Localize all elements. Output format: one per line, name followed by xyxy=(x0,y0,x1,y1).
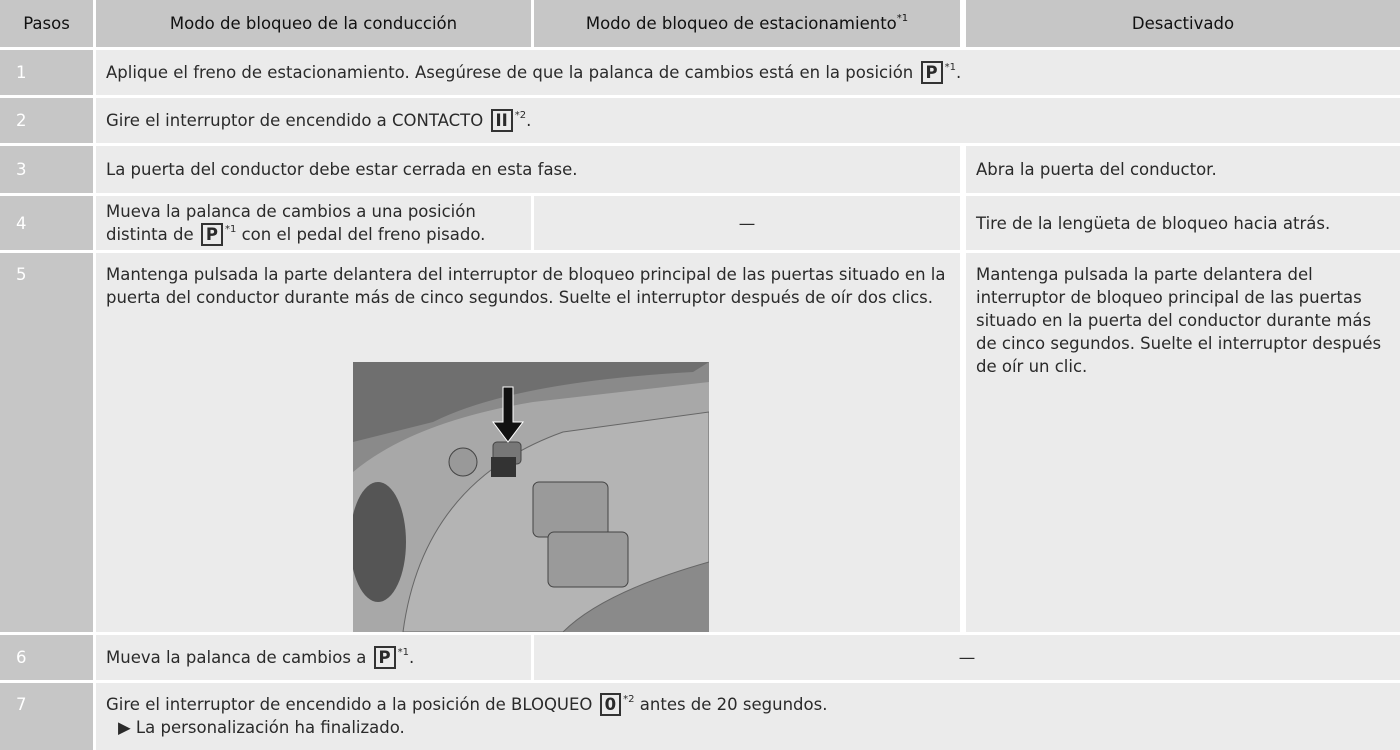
key-symbol: II xyxy=(490,109,513,132)
step-number: 5 xyxy=(0,253,93,632)
step-cell: Mantenga pulsada la parte delantera del … xyxy=(966,253,1400,632)
text: Abra la puerta del conductor. xyxy=(976,160,1217,179)
step-number: 6 xyxy=(0,635,93,680)
key-symbol: 0 xyxy=(599,693,622,716)
footnote-ref: *1 xyxy=(944,62,956,73)
header-text: Pasos xyxy=(23,14,70,33)
cell-text: Mantenga pulsada la parte delantera del … xyxy=(976,263,1390,378)
text: La puerta del conductor debe estar cerra… xyxy=(106,160,578,179)
text: Mantenga pulsada la parte delantera del … xyxy=(976,265,1382,376)
key-symbol: P xyxy=(373,646,396,669)
text: Mantenga pulsada la parte delantera del … xyxy=(106,265,946,307)
text: Mueva la palanca de cambios a una posici… xyxy=(106,202,476,244)
footnote-ref: *1 xyxy=(224,224,237,235)
text: — xyxy=(738,213,756,233)
step-number: 2 xyxy=(0,98,93,143)
text: antes de 20 segundos. xyxy=(634,695,828,714)
header-text: Modo de bloqueo de la conducción xyxy=(169,14,458,33)
step-cell: — xyxy=(534,196,960,250)
text: Aplique el freno de estacionamiento. Ase… xyxy=(106,63,919,82)
cell-text: — xyxy=(959,646,976,669)
step-cell: Gire el interruptor de encendido a CONTA… xyxy=(96,98,1400,143)
step-cell: Tire de la lengüeta de bloqueo hacia atr… xyxy=(966,196,1400,250)
text: . xyxy=(409,648,415,667)
key-symbol: P xyxy=(920,61,943,84)
text: Modo de bloqueo de estacionamiento xyxy=(585,14,897,33)
header-cell: Pasos xyxy=(0,0,93,47)
cell-text: Mueva la palanca de cambios a P *1. xyxy=(106,646,414,669)
result-line: ▶ La personalización ha finalizado. xyxy=(118,718,405,737)
text: . xyxy=(955,63,962,82)
step-number: 1 xyxy=(0,50,93,95)
footnote-ref: *1 xyxy=(397,647,410,658)
step-number: 3 xyxy=(0,146,93,193)
header-cell: Modo de bloqueo de estacionamiento*1 xyxy=(534,0,960,47)
key-symbol: P xyxy=(200,223,223,246)
header-cell: Modo de bloqueo de la conducción xyxy=(96,0,531,47)
cell-text: Gire el interruptor de encendido a CONTA… xyxy=(106,109,531,132)
door-switch-illustration xyxy=(353,362,709,632)
cell-text: Modo de bloqueo de estacionamiento*1 xyxy=(586,12,908,35)
step-cell: Mueva la palanca de cambios a P *1. xyxy=(96,635,531,680)
footnote-ref: *2 xyxy=(623,694,635,705)
cell-text: La puerta del conductor debe estar cerra… xyxy=(106,158,578,181)
text: Gire el interruptor de encendido a la po… xyxy=(106,695,598,714)
text: con el pedal del freno pisado. xyxy=(236,225,486,244)
cell-text: Mantenga pulsada la parte delantera del … xyxy=(106,263,950,632)
cell-text: Tire de la lengüeta de bloqueo hacia atr… xyxy=(976,212,1330,235)
text: Mueva la palanca de cambios a xyxy=(106,648,372,667)
step-number: 4 xyxy=(0,196,93,250)
cell-text: Aplique el freno de estacionamiento. Ase… xyxy=(106,61,961,84)
text: — xyxy=(958,648,976,667)
step-cell: Abra la puerta del conductor. xyxy=(966,146,1400,193)
header-text: Desactivado xyxy=(1131,14,1235,33)
cell-text: Gire el interruptor de encendido a la po… xyxy=(106,693,827,739)
header-cell: Desactivado xyxy=(966,0,1400,47)
step-cell: La puerta del conductor debe estar cerra… xyxy=(96,146,960,193)
step-cell: Aplique el freno de estacionamiento. Ase… xyxy=(96,50,1400,95)
cell-text: Mueva la palanca de cambios a una posici… xyxy=(106,200,521,246)
cell-text: — xyxy=(739,212,756,235)
cell-text: Abra la puerta del conductor. xyxy=(976,158,1217,181)
footnote-ref: *1 xyxy=(896,13,909,24)
text: Gire el interruptor de encendido a CONTA… xyxy=(106,111,489,130)
footnote-ref: *2 xyxy=(514,110,527,121)
text: . xyxy=(526,111,532,130)
step-cell: — xyxy=(534,635,1400,680)
step-cell: Gire el interruptor de encendido a la po… xyxy=(96,683,1400,750)
step-number: 7 xyxy=(0,683,93,750)
step-cell: Mueva la palanca de cambios a una posici… xyxy=(96,196,531,250)
step-cell: Mantenga pulsada la parte delantera del … xyxy=(96,253,960,632)
text: Tire de la lengüeta de bloqueo hacia atr… xyxy=(976,213,1331,233)
